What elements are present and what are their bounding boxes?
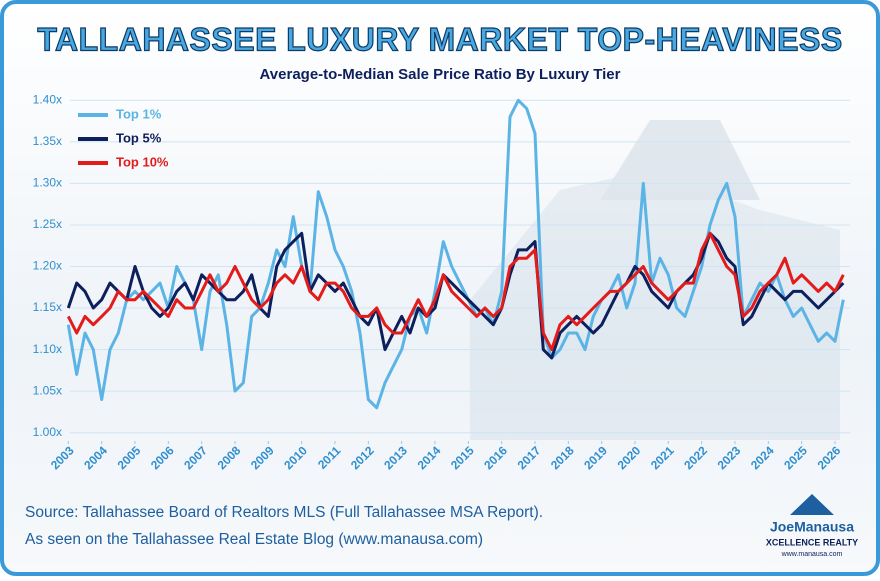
y-tick-label: 1.35x — [33, 134, 62, 148]
house-backdrop — [470, 120, 840, 440]
source-text: Source: Tallahassee Board of Realtors ML… — [25, 504, 543, 521]
y-tick-label: 1.20x — [33, 259, 62, 273]
y-tick-label: 1.05x — [33, 383, 62, 397]
logo-name: JoeManausa — [770, 519, 854, 535]
y-tick-label: 1.00x — [33, 425, 62, 439]
y-tick-label: 1.10x — [33, 342, 62, 356]
line-series — [66, 231, 845, 352]
logo-tagline: XCELLENCE REALTY — [766, 537, 858, 547]
y-tick-label: 1.30x — [33, 176, 62, 190]
source-text: As seen on the Tallahassee Real Estate B… — [25, 531, 483, 548]
chart-title: TALLAHASSEE LUXURY MARKET TOP-HEAVINESS — [37, 21, 842, 57]
legend-label: Top 10% — [116, 154, 169, 169]
chart-subtitle: Average-to-Median Sale Price Ratio By Lu… — [260, 66, 621, 83]
line-series — [66, 231, 845, 360]
y-tick-label: 1.25x — [33, 217, 62, 231]
logo-url: www.manausa.com — [781, 551, 843, 558]
line-series — [66, 98, 845, 410]
y-tick-label: 1.40x — [33, 92, 62, 106]
legend-label: Top 5% — [116, 130, 162, 145]
y-tick-label: 1.15x — [33, 300, 62, 314]
legend-label: Top 1% — [116, 106, 162, 121]
logo: JoeManausa XCELLENCE REALTY www.manausa.… — [766, 494, 858, 558]
